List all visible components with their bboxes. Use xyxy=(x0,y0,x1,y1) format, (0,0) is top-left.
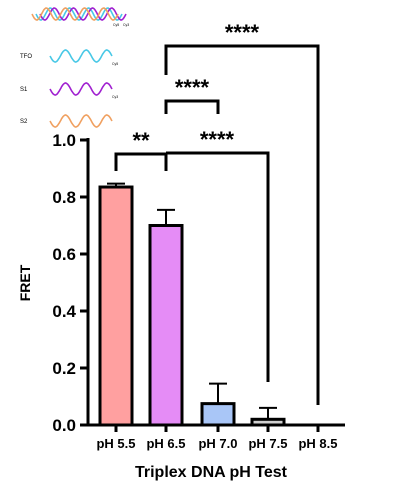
y-axis-label: FRET xyxy=(17,264,33,301)
significance-label: ** xyxy=(132,128,150,153)
strand-tfo xyxy=(49,49,113,63)
significance-bracket xyxy=(114,152,168,171)
y-tick-label: 0.6 xyxy=(52,245,76,264)
y-tick-label: 1.0 xyxy=(52,131,76,150)
significance-label: **** xyxy=(200,127,235,152)
strand-s1 xyxy=(49,82,113,96)
x-tick-label: pH 7.0 xyxy=(198,436,237,451)
significance-bracket xyxy=(164,44,320,405)
x-tick-label: pH 8.5 xyxy=(298,436,337,451)
strand-tag-label: Cy5 xyxy=(112,62,118,66)
significance-bracket xyxy=(166,151,270,382)
bar-ph-5-5 xyxy=(98,185,134,427)
complex-tag-label: Cy3 xyxy=(123,23,129,27)
significance-annotations: ************** xyxy=(114,20,320,405)
chart-axes: 0.0 0.2 0.4 0.6 0.8 1.0 pH 5.5 pH 6.5 pH 7.0 pH 7… xyxy=(52,131,345,451)
strand-label-s2: S2 xyxy=(20,119,28,125)
dna-schematic: Cy5 Cy3 TFO Cy5 S1 Cy3 S2 xyxy=(20,7,129,128)
complex-strand-tfo xyxy=(35,7,123,21)
bar-ph-7-0 xyxy=(200,402,236,427)
bar-ph-7-5 xyxy=(250,417,286,427)
complex-tag-label: Cy5 xyxy=(113,23,119,27)
x-tick-label: pH 7.5 xyxy=(248,436,287,451)
significance-label: **** xyxy=(225,20,260,45)
bar-ph-6-5 xyxy=(148,224,184,427)
x-tick-label: pH 5.5 xyxy=(96,436,135,451)
significance-bracket xyxy=(164,99,220,114)
complex-strand-s1 xyxy=(39,7,127,21)
strand-label-tfo: TFO xyxy=(20,54,32,60)
x-tick-label: pH 6.5 xyxy=(146,436,185,451)
y-tick-label: 0.8 xyxy=(52,188,76,207)
significance-label: **** xyxy=(175,75,210,100)
y-tick-label: 0.4 xyxy=(52,302,76,321)
y-tick-label: 0.2 xyxy=(52,359,76,378)
complex-strand-s2 xyxy=(31,7,119,21)
y-tick-label: 0.0 xyxy=(52,416,76,435)
strand-s2 xyxy=(49,114,113,128)
x-axis-label: Triplex DNA pH Test xyxy=(135,464,288,481)
strand-label-s1: S1 xyxy=(20,87,28,93)
strand-tag-label: Cy3 xyxy=(112,95,118,99)
chart-bars xyxy=(98,182,286,427)
